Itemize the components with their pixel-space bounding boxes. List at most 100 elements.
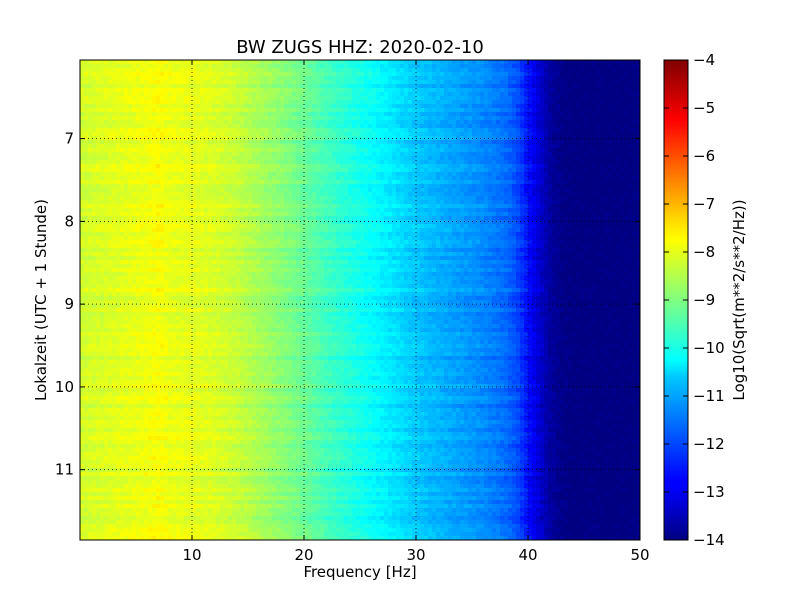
- heatmap-cell: [108, 308, 113, 313]
- heatmap-cell: [80, 116, 85, 121]
- heatmap-cell: [108, 460, 113, 465]
- heatmap-cell: [196, 484, 201, 489]
- heatmap-cell: [88, 304, 93, 309]
- heatmap-cell: [212, 300, 217, 305]
- heatmap-cell: [104, 220, 109, 225]
- heatmap-cell: [104, 212, 109, 217]
- heatmap-cell: [240, 448, 245, 453]
- heatmap-cell: [164, 120, 169, 125]
- heatmap-cell: [88, 536, 93, 540]
- heatmap-cell: [184, 192, 189, 197]
- heatmap-cell: [100, 292, 105, 297]
- heatmap-cell: [120, 372, 125, 377]
- heatmap-cell: [104, 132, 109, 137]
- heatmap-cell: [104, 368, 109, 373]
- heatmap-cell: [200, 264, 205, 269]
- heatmap-cell: [192, 476, 197, 481]
- heatmap-cell: [92, 260, 97, 265]
- heatmap-cell: [156, 164, 161, 169]
- heatmap-cell: [196, 504, 201, 509]
- heatmap-cell: [192, 228, 197, 233]
- heatmap-cell: [152, 212, 157, 217]
- heatmap-cell: [192, 116, 197, 121]
- heatmap-cell: [136, 376, 141, 381]
- heatmap-cell: [184, 108, 189, 113]
- heatmap-cell: [196, 312, 201, 317]
- heatmap-cell: [148, 80, 153, 85]
- heatmap-cell: [128, 60, 133, 65]
- heatmap-cell: [188, 272, 193, 277]
- heatmap-cell: [84, 156, 89, 161]
- heatmap-cell: [216, 428, 221, 433]
- heatmap-cell: [148, 88, 153, 93]
- heatmap-cell: [224, 484, 229, 489]
- heatmap-cell: [84, 420, 89, 425]
- heatmap-cell: [176, 112, 181, 117]
- heatmap-cell: [116, 188, 121, 193]
- heatmap-cell: [196, 72, 201, 77]
- heatmap-cell: [228, 260, 233, 265]
- heatmap-cell: [244, 120, 249, 125]
- heatmap-cell: [128, 500, 133, 505]
- heatmap-cell: [212, 536, 217, 540]
- heatmap-cell: [224, 332, 229, 337]
- heatmap-cell: [100, 408, 105, 413]
- heatmap-cell: [184, 68, 189, 73]
- heatmap-cell: [136, 416, 141, 421]
- heatmap-cell: [112, 260, 117, 265]
- heatmap-cell: [148, 280, 153, 285]
- heatmap-cell: [160, 184, 165, 189]
- heatmap-cell: [80, 332, 85, 337]
- heatmap-cell: [132, 84, 137, 89]
- heatmap-cell: [80, 316, 85, 321]
- heatmap-cell: [100, 384, 105, 389]
- heatmap-cell: [144, 352, 149, 357]
- heatmap-cell: [104, 248, 109, 253]
- heatmap-cell: [100, 108, 105, 113]
- heatmap-cell: [128, 428, 133, 433]
- heatmap-cell: [100, 268, 105, 273]
- heatmap-cell: [228, 216, 233, 221]
- heatmap-cell: [100, 392, 105, 397]
- heatmap-cell: [156, 512, 161, 517]
- heatmap-cell: [172, 188, 177, 193]
- heatmap-cell: [100, 532, 105, 537]
- heatmap-cell: [120, 416, 125, 421]
- heatmap-cell: [96, 428, 101, 433]
- heatmap-cell: [140, 492, 145, 497]
- heatmap-cell: [88, 352, 93, 357]
- heatmap-cell: [232, 280, 237, 285]
- heatmap-cell: [196, 256, 201, 261]
- heatmap-cell: [104, 140, 109, 145]
- heatmap-cell: [188, 104, 193, 109]
- heatmap-cell: [244, 280, 249, 285]
- heatmap-cell: [172, 432, 177, 437]
- heatmap-cell: [212, 464, 217, 469]
- heatmap-cell: [160, 308, 165, 313]
- heatmap-cell: [228, 472, 233, 477]
- heatmap-cell: [132, 472, 137, 477]
- heatmap-cell: [160, 80, 165, 85]
- heatmap-cell: [152, 284, 157, 289]
- heatmap-cell: [216, 196, 221, 201]
- heatmap-cell: [136, 132, 141, 137]
- heatmap-cell: [224, 216, 229, 221]
- heatmap-cell: [112, 120, 117, 125]
- heatmap-cell: [136, 288, 141, 293]
- heatmap-cell: [212, 316, 217, 321]
- heatmap-cell: [104, 72, 109, 77]
- heatmap-cell: [92, 76, 97, 81]
- heatmap-cell: [176, 432, 181, 437]
- heatmap-cell: [144, 488, 149, 493]
- heatmap-cell: [204, 416, 209, 421]
- heatmap-cell: [132, 284, 137, 289]
- heatmap-cell: [132, 492, 137, 497]
- heatmap-cell: [236, 532, 241, 537]
- heatmap-cell: [112, 188, 117, 193]
- heatmap-cell: [128, 160, 133, 165]
- heatmap-cell: [116, 340, 121, 345]
- heatmap-cell: [160, 520, 165, 525]
- heatmap-cell: [176, 500, 181, 505]
- heatmap-cell: [108, 224, 113, 229]
- heatmap-cell: [192, 412, 197, 417]
